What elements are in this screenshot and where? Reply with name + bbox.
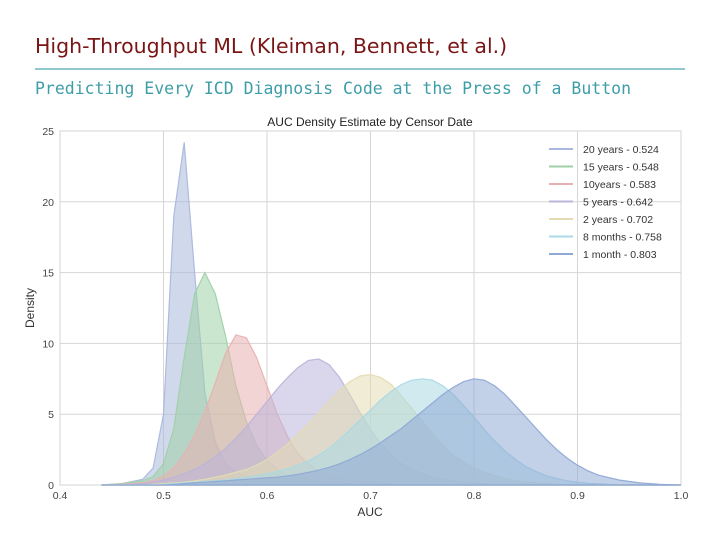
- y-tick-label: 5: [48, 409, 54, 421]
- legend-label: 10years - 0.583: [583, 179, 656, 191]
- x-tick-label: 0.5: [156, 490, 171, 502]
- x-tick-label: 0.6: [260, 490, 275, 502]
- chart-legend: 20 years - 0.524 15 years - 0.548 10years …: [549, 144, 662, 261]
- x-tick-label: 0.7: [363, 490, 378, 502]
- y-tick-label: 25: [42, 126, 54, 138]
- legend-label: 15 years - 0.548: [583, 162, 659, 174]
- x-tick-label: 0.9: [570, 490, 585, 502]
- legend-label: 5 years - 0.642: [583, 197, 653, 209]
- chart-series-areas: [101, 142, 682, 486]
- slide-title: High-Throughput ML (Kleiman, Bennett, et…: [35, 34, 508, 58]
- x-axis-ticks: 0.4 0.5 0.6 0.7 0.8 0.9 1.0: [53, 490, 689, 502]
- title-divider: [35, 68, 685, 70]
- x-tick-label: 0.4: [53, 490, 68, 502]
- chart-title: AUC Density Estimate by Censor Date: [267, 115, 473, 129]
- x-tick-label: 0.8: [467, 490, 482, 502]
- x-tick-label: 1.0: [674, 490, 689, 502]
- x-axis-label: AUC: [357, 505, 383, 519]
- legend-label: 1 month - 0.803: [583, 249, 657, 261]
- y-axis-label: Density: [23, 288, 37, 328]
- y-tick-label: 10: [42, 338, 54, 350]
- legend-label: 2 years - 0.702: [583, 214, 653, 226]
- slide-subtitle: Predicting Every ICD Diagnosis Code at t…: [35, 79, 632, 98]
- auc-density-chart: AUC Density Estimate by Censor Date 0.4 0…: [23, 115, 689, 519]
- legend-label: 8 months - 0.758: [583, 232, 662, 244]
- y-tick-label: 15: [42, 268, 54, 280]
- y-tick-label: 0: [48, 480, 54, 492]
- legend-label: 20 years - 0.524: [583, 144, 659, 156]
- y-axis-ticks: 0 5 10 15 20 25: [42, 126, 54, 492]
- y-tick-label: 20: [42, 197, 54, 209]
- density-area-series-6: [101, 378, 682, 486]
